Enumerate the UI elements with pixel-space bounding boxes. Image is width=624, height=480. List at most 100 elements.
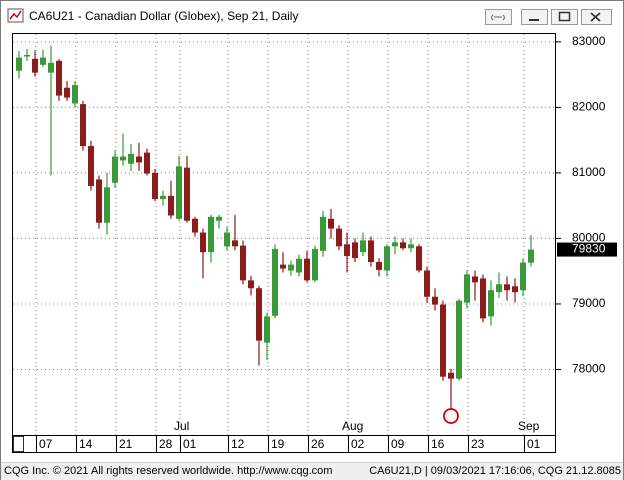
window-title: CA6U21 - Canadian Dollar (Globex), Sep 2… <box>29 9 299 23</box>
candle-body <box>456 300 462 379</box>
candle-body <box>504 284 510 291</box>
x-tick-label: 01 <box>183 437 197 451</box>
last-price-box <box>557 242 617 257</box>
candle-body <box>328 218 334 229</box>
x-tick-label: 26 <box>311 437 325 451</box>
x-tick-label: 09 <box>391 437 405 451</box>
candle-body <box>168 195 174 216</box>
month-label: Jul <box>174 419 189 433</box>
candle-body <box>272 248 278 316</box>
plot-area <box>12 33 556 436</box>
candle-body <box>520 262 526 291</box>
close-button[interactable] <box>581 9 612 25</box>
candle-body <box>216 216 222 221</box>
candle-body <box>104 187 110 223</box>
candle-body <box>408 244 414 249</box>
x-tick-label: 19 <box>271 437 285 451</box>
x-tick-label: 28 <box>159 437 173 451</box>
candle-body <box>304 258 310 281</box>
x-tick-label: 21 <box>119 437 133 451</box>
candle-body <box>264 316 270 343</box>
candle-body <box>64 87 70 98</box>
scroll-box[interactable] <box>13 436 24 452</box>
candle-body <box>320 216 326 251</box>
chart: 78000 79000 80000 81000 82000 83000 07 14 21 28 01… <box>12 33 617 453</box>
candle-body <box>120 156 126 161</box>
x-tick-label: 07 <box>39 437 53 451</box>
candle-body <box>464 274 470 303</box>
x-tick-label: 12 <box>231 437 245 451</box>
copyright: CQG Inc. © 2021 All rights reserved worl… <box>4 465 333 477</box>
candle-body <box>232 240 238 247</box>
y-tick-label: 79000 <box>572 296 606 310</box>
candle-body <box>192 218 198 233</box>
candle-body <box>360 240 366 253</box>
x-tick-label: 16 <box>431 437 445 451</box>
candle-body <box>200 232 206 253</box>
candle-body <box>336 228 342 247</box>
status-info: CA6U21,D | 09/03/2021 17:16:06, CQG 21.1… <box>369 465 621 477</box>
candle-body <box>240 245 246 281</box>
candle-body <box>528 249 534 263</box>
y-tick-label: 78000 <box>572 362 606 376</box>
candle-body <box>392 242 398 247</box>
candle-body <box>80 104 86 147</box>
candle-body <box>400 242 406 249</box>
candle-body <box>160 195 166 200</box>
candle-body <box>448 372 454 379</box>
candle-body <box>496 284 502 293</box>
y-tick-label: 82000 <box>572 100 606 114</box>
candle-body <box>224 232 230 247</box>
candle-body <box>152 172 158 200</box>
candle-body <box>472 276 478 283</box>
candle-body <box>296 258 302 273</box>
candle-body <box>480 278 486 319</box>
y-tick-label: 81000 <box>572 165 606 179</box>
x-tick-label: 14 <box>79 437 93 451</box>
candle-body <box>24 54 30 57</box>
candle-body <box>112 156 118 183</box>
minimize-button[interactable] <box>521 9 548 25</box>
candle-body <box>384 246 390 271</box>
candle-body <box>288 264 294 271</box>
candle-body <box>256 288 262 341</box>
month-label: Sep <box>518 419 540 433</box>
candle-body <box>136 156 142 163</box>
candle-body <box>88 146 94 187</box>
x-tick-label: 01 <box>527 437 541 451</box>
candle-body <box>312 248 318 281</box>
title-bar: CA6U21 - Canadian Dollar (Globex), Sep 2… <box>1 1 623 31</box>
candle-body <box>376 262 382 270</box>
candle-body <box>368 240 374 263</box>
month-label: Aug <box>342 419 363 433</box>
candle-body <box>512 286 518 293</box>
candle-body <box>72 85 78 104</box>
candle-body <box>488 290 494 317</box>
candle-body <box>40 57 46 65</box>
y-tick-label: 80000 <box>572 231 606 245</box>
x-tick-label: 23 <box>471 437 485 451</box>
status-bar: CQG Inc. © 2021 All rights reserved worl… <box>1 462 623 480</box>
candle-body <box>96 179 102 223</box>
candle-body <box>184 167 190 221</box>
candle-body <box>352 242 358 259</box>
candle-body <box>416 246 422 271</box>
candle-body <box>432 296 438 305</box>
maximize-button[interactable] <box>551 9 578 25</box>
candle-body <box>16 57 22 71</box>
candle-body <box>48 62 54 73</box>
candle-body <box>32 58 38 73</box>
candle-body <box>208 216 214 253</box>
candle-body <box>344 244 350 257</box>
app-icon <box>7 8 24 23</box>
link-button[interactable] <box>485 9 512 25</box>
candle-body <box>440 304 446 377</box>
last-price-label: 79830 <box>572 242 606 256</box>
candle-body <box>280 264 286 269</box>
window-buttons <box>485 9 612 25</box>
candle-body <box>248 280 254 289</box>
candle-body <box>56 60 62 96</box>
x-tick-label: 02 <box>351 437 365 451</box>
x-axis-bar <box>12 435 556 453</box>
